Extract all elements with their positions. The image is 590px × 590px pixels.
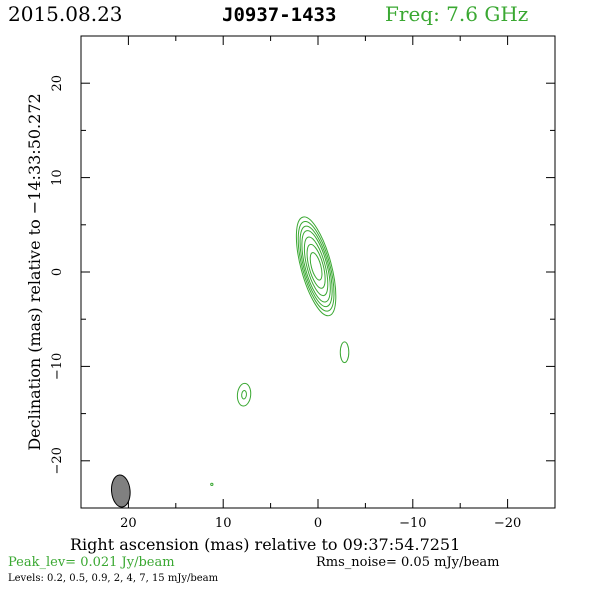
y-tick-label: 0 (50, 268, 65, 276)
contour-core-level-3 (299, 225, 333, 308)
y-tick-label: 20 (50, 75, 65, 92)
y-tick-label: −10 (50, 353, 65, 380)
contour-knot-2-level-2 (241, 389, 247, 400)
source-name: J0937-1433 (222, 4, 337, 26)
plot-frame (80, 35, 556, 509)
contour-core-level-4 (301, 230, 331, 303)
x-axis-label: Right ascension (mas) relative to 09:37:… (70, 535, 461, 554)
contour-core-level-2 (297, 221, 335, 312)
contour-knot-3-level-1 (210, 482, 214, 487)
frequency-label: Freq: 7.6 GHz (385, 2, 529, 26)
y-tick-label: 10 (50, 169, 65, 186)
y-tick-label: −20 (50, 447, 65, 474)
contour-knot-1-level-1 (339, 341, 350, 364)
contour-knot-2-level-1 (236, 382, 252, 407)
x-tick-label: 10 (215, 516, 232, 531)
contour-levels: Levels: 0.2, 0.5, 0.9, 2, 4, 7, 15 mJy/b… (8, 573, 219, 584)
y-axis-label: Declination (mas) relative to −14:33:50.… (25, 93, 44, 450)
x-tick-label: 20 (120, 516, 137, 531)
peak-level: Peak_lev= 0.021 Jy/beam (8, 555, 175, 570)
contour-core-level-1 (295, 216, 337, 317)
x-tick-label: 0 (314, 516, 322, 531)
x-tick-label: −10 (399, 516, 426, 531)
rms-noise: Rms_noise= 0.05 mJy/beam (316, 555, 500, 570)
contour-core-level-6 (306, 243, 326, 289)
contour-core-level-7 (309, 252, 323, 281)
x-tick-label: −20 (494, 516, 521, 531)
beam-ellipse (111, 474, 131, 508)
observation-date: 2015.08.23 (8, 2, 123, 26)
contour-core-level-5 (303, 236, 329, 297)
